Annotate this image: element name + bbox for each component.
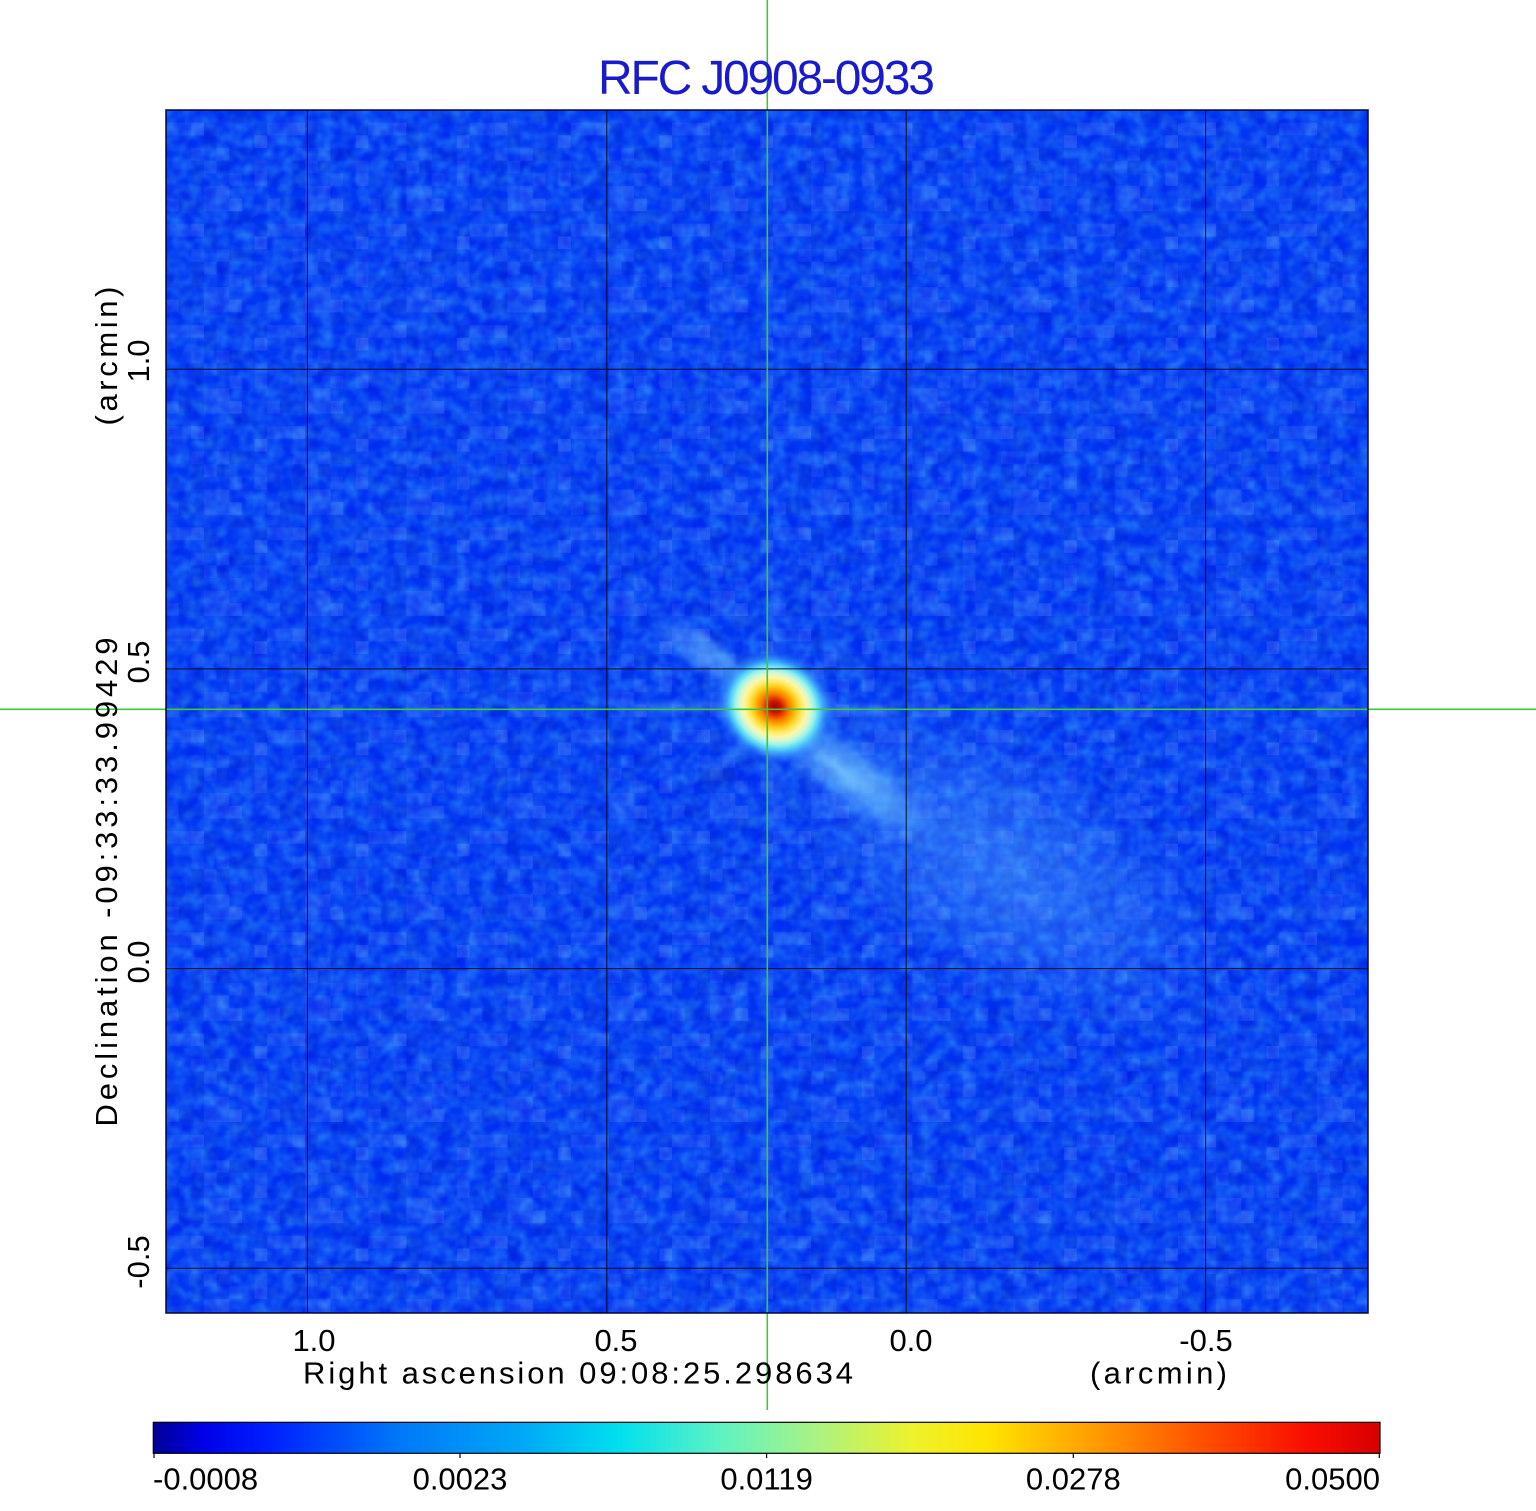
svg-text:0.0500: 0.0500	[1285, 1462, 1380, 1497]
svg-text:0.5: 0.5	[594, 1323, 637, 1358]
svg-text:Right ascension 09:08:25.2986: Right ascension 09:08:25.298634	[303, 1356, 853, 1391]
svg-text:0.0278: 0.0278	[1026, 1462, 1121, 1497]
svg-text:0.0: 0.0	[889, 1323, 932, 1358]
svg-text:0.0: 0.0	[121, 940, 156, 983]
svg-text:(arcmin): (arcmin)	[89, 287, 124, 426]
svg-text:Declination -09:33:33.99429: Declination -09:33:33.99429	[89, 638, 124, 1127]
svg-text:-0.5: -0.5	[121, 1235, 156, 1288]
svg-text:(arcmin): (arcmin)	[1090, 1356, 1227, 1391]
svg-text:-0.5: -0.5	[1179, 1323, 1232, 1358]
svg-text:RFC J0908-0933: RFC J0908-0933	[598, 52, 935, 105]
svg-text:1.0: 1.0	[121, 339, 156, 382]
svg-text:0.5: 0.5	[121, 640, 156, 683]
svg-text:-0.0008: -0.0008	[153, 1462, 258, 1497]
svg-text:1.0: 1.0	[292, 1323, 335, 1358]
svg-text:0.0023: 0.0023	[413, 1462, 508, 1497]
svg-text:0.0119: 0.0119	[720, 1462, 813, 1497]
